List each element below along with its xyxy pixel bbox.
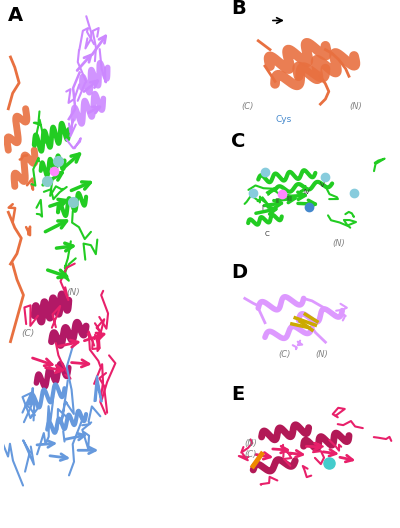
Text: IV: IV [304, 189, 310, 195]
Text: E: E [231, 385, 245, 404]
Text: (N): (N) [67, 288, 80, 297]
Text: II: II [275, 199, 279, 204]
Text: III: III [287, 196, 293, 202]
Text: C: C [265, 231, 270, 237]
Text: (C): (C) [242, 102, 254, 111]
Text: (N): (N) [349, 102, 362, 111]
Text: B: B [231, 0, 246, 18]
Text: (C): (C) [278, 350, 291, 359]
Text: (C): (C) [21, 329, 34, 338]
Text: (C): (C) [245, 450, 257, 459]
Text: A: A [8, 6, 24, 25]
Text: V: V [320, 183, 325, 188]
Text: Cys: Cys [275, 115, 291, 124]
Text: D: D [231, 263, 248, 282]
Text: (N): (N) [332, 239, 345, 248]
Text: C: C [231, 131, 246, 150]
Text: I: I [262, 205, 264, 211]
Text: (N): (N) [245, 439, 258, 448]
Text: (N): (N) [315, 350, 328, 359]
